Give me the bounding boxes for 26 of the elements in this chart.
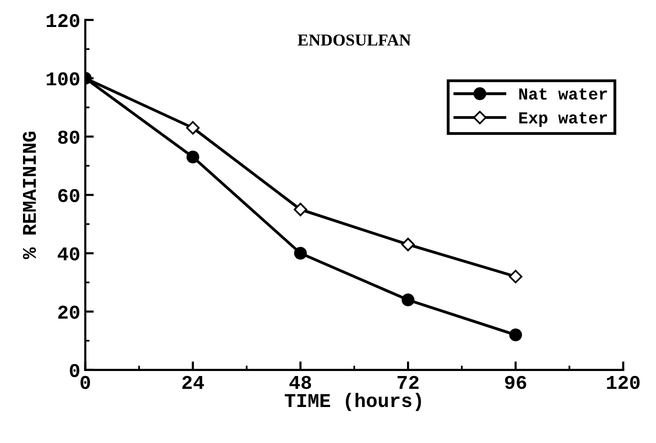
y-tick-label: 120 <box>46 14 80 28</box>
point <box>401 238 415 252</box>
y-tick-label: 80 <box>58 130 80 144</box>
y-tick-label: 20 <box>58 306 80 319</box>
x-tick-label: 120 <box>607 376 640 390</box>
point <box>294 246 307 260</box>
point <box>402 294 414 306</box>
legend-label: Exp water <box>519 112 607 127</box>
x-tick-label: 72 <box>398 376 419 389</box>
y-axis-title: % REMAINING <box>22 132 36 260</box>
x-axis-title: TIME (hours) <box>284 392 421 412</box>
x-tick-label: 24 <box>182 376 204 389</box>
y-tick-label: 0 <box>70 364 80 378</box>
point <box>186 150 200 164</box>
point <box>508 270 522 284</box>
legend-label: Nat water <box>519 88 607 100</box>
y-tick-label: 60 <box>58 188 80 202</box>
y-tick-label: 100 <box>46 72 80 86</box>
y-tick-label: 40 <box>58 247 80 260</box>
point <box>294 202 308 216</box>
x-tick-label: 48 <box>289 376 312 390</box>
x-tick-label: 96 <box>505 376 526 390</box>
text: ENDOSULFAN <box>298 34 411 46</box>
point <box>186 121 200 135</box>
x-tick-label: 0 <box>80 376 90 390</box>
point <box>509 328 522 342</box>
